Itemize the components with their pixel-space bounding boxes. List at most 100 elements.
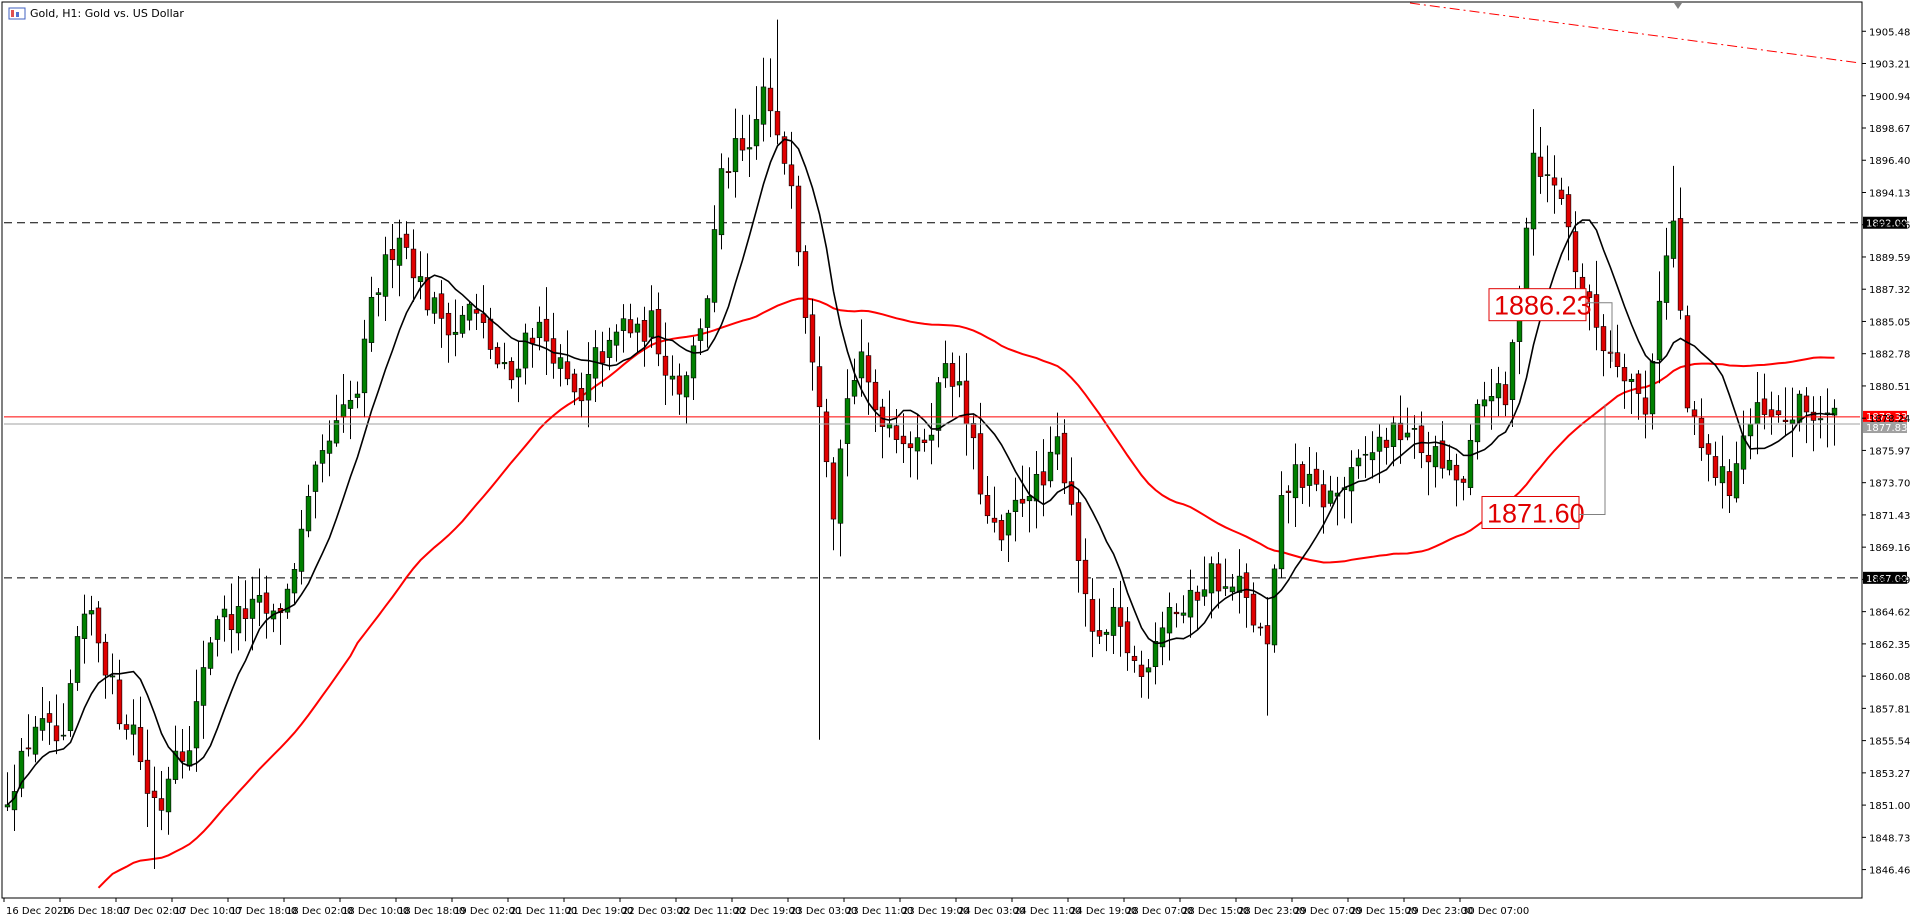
- callout-high-box: [1488, 288, 1587, 322]
- candle-bull: [417, 276, 424, 283]
- candle-bull: [466, 303, 473, 321]
- candle-bull: [1362, 453, 1369, 456]
- candle-bull: [214, 619, 221, 640]
- candle-bull: [585, 373, 592, 401]
- ma-fast-line: [6, 138, 1835, 806]
- candle-bear: [1285, 490, 1292, 493]
- candle-bull: [1355, 457, 1362, 467]
- candle-bear: [1250, 593, 1257, 626]
- candle-bear: [403, 233, 410, 248]
- time-label: 23 Dec 11:00: [846, 906, 913, 917]
- candle-bear: [564, 361, 571, 380]
- candle-bull: [1628, 378, 1635, 382]
- candle-bull: [1152, 641, 1159, 668]
- candle-bear: [1761, 398, 1768, 415]
- time-label: 18 Dec 02:00: [286, 906, 353, 917]
- price-label: 1873.70: [1869, 479, 1910, 490]
- price-label: 1891.86: [1869, 221, 1910, 232]
- candle-bull: [396, 237, 403, 266]
- candle-bear: [1558, 189, 1565, 199]
- candle-bull: [382, 254, 389, 297]
- candle-bull: [67, 683, 74, 732]
- candle-bull: [557, 357, 564, 369]
- candle-bull: [1432, 446, 1439, 468]
- level-tag: [1863, 216, 1907, 229]
- candle-bear: [1586, 291, 1593, 298]
- price-label: 1896.40: [1869, 156, 1910, 167]
- candle-bear: [508, 361, 515, 381]
- candle-bear: [438, 293, 445, 319]
- candle-bull: [186, 750, 193, 767]
- candle-bull: [935, 382, 942, 431]
- candle-bear: [1635, 373, 1642, 394]
- candle-bear: [102, 641, 109, 676]
- candle-bull: [1201, 589, 1208, 597]
- candle-bear: [1607, 351, 1614, 354]
- candle-bull: [1817, 418, 1824, 421]
- candle-bear: [1691, 409, 1698, 417]
- price-label: 1898.67: [1869, 124, 1910, 135]
- candle-bull: [620, 318, 627, 331]
- candle-bear: [571, 373, 578, 393]
- candle-bull: [1411, 428, 1418, 430]
- candle-bull: [1474, 403, 1481, 443]
- candle-bull: [1229, 586, 1236, 593]
- candle-bull: [753, 119, 760, 147]
- time-label: 21 Dec 19:00: [566, 906, 633, 917]
- candle-bull: [431, 297, 438, 314]
- candle-bull: [1054, 436, 1061, 455]
- candle-bull: [165, 778, 172, 813]
- candle-bull: [851, 380, 858, 397]
- candle-bear: [1551, 177, 1558, 186]
- candle-bull: [942, 363, 949, 379]
- candle-bear: [151, 790, 158, 798]
- candle-bull: [1495, 383, 1502, 399]
- candle-bull: [361, 338, 368, 394]
- candle-bear: [389, 249, 396, 261]
- candle-bear: [1320, 484, 1327, 508]
- time-label: 16 Dec 18:00: [62, 906, 129, 917]
- candle-bear: [1215, 563, 1222, 592]
- candle-bull: [130, 724, 137, 735]
- ask-tag: [1863, 422, 1907, 434]
- candle-bull: [1754, 402, 1761, 424]
- candle-bear: [872, 381, 879, 411]
- time-label: 30 Dec 07:00: [1462, 906, 1529, 917]
- time-label: 28 Dec 07:00: [1126, 906, 1193, 917]
- candle-bull: [1509, 342, 1516, 400]
- candle-bull: [956, 381, 963, 386]
- callout-low-leader: [1579, 404, 1606, 515]
- candle-bull: [1180, 612, 1187, 616]
- candle-bear: [991, 517, 998, 523]
- candle-bear: [1642, 397, 1649, 415]
- candle-bear: [1068, 481, 1075, 505]
- candle-bull: [718, 168, 725, 236]
- candle-bear: [816, 366, 823, 408]
- candle-bear: [767, 87, 774, 112]
- candle-bull: [298, 528, 305, 572]
- time-label: 28 Dec 23:00: [1238, 906, 1305, 917]
- candle-bull: [200, 667, 207, 706]
- candle-bear: [1075, 502, 1082, 561]
- candle-bull: [1026, 495, 1033, 502]
- time-label: 28 Dec 15:00: [1182, 906, 1249, 917]
- candle-bear: [1803, 395, 1810, 413]
- candle-bull: [1033, 473, 1040, 502]
- time-label: 22 Dec 03:00: [622, 906, 689, 917]
- candle-bull: [1292, 464, 1299, 499]
- candle-bear: [1565, 194, 1572, 228]
- candle-bull: [1747, 423, 1754, 437]
- candle-bear: [480, 313, 487, 323]
- price-label: 1851.00: [1869, 801, 1910, 812]
- candle-bull: [1271, 568, 1278, 646]
- candle-bear: [473, 309, 480, 314]
- candle-bear: [1117, 607, 1124, 627]
- time-label: 24 Dec 11:00: [1014, 906, 1081, 917]
- candle-bear: [1397, 422, 1404, 441]
- candle-bear: [921, 439, 928, 444]
- candle-bear: [830, 462, 837, 520]
- candle-bear: [907, 443, 914, 449]
- candle-bear: [1264, 625, 1271, 645]
